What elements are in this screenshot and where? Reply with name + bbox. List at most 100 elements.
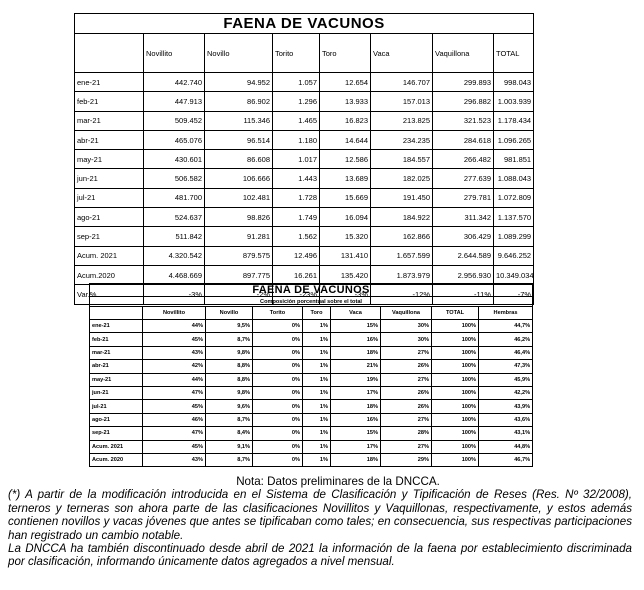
data-row: Acum. 2021 45% 9,1% 0% 1% 17% 27% 100% 44,8% — [89, 439, 534, 454]
data-row: ene-21 44% 9,5% 0% 1% 15% 30% 100% 44,7% — [89, 318, 534, 334]
cell: 43% — [142, 345, 206, 361]
cell: 43,9% — [477, 399, 534, 414]
cell: 277.639 — [432, 168, 494, 189]
cell: 13.933 — [319, 91, 371, 112]
cell: 1% — [302, 412, 331, 428]
cell: 8,7% — [205, 412, 253, 428]
row-label: Acum. 2021 — [74, 245, 144, 266]
header-cell: Novillito — [142, 306, 206, 320]
row-label: feb-21 — [74, 91, 144, 112]
cell: 46,2% — [477, 332, 534, 347]
cell: 9,5% — [205, 318, 253, 334]
cell: 182.025 — [370, 168, 433, 189]
cell: 430.601 — [143, 149, 205, 170]
cell: 10.349.034 — [492, 264, 535, 286]
cell: 115.346 — [204, 110, 273, 131]
cell: 1.180 — [272, 129, 320, 151]
data-row: ene-21 442.740 94.952 1.057 12.654 146.707 299… — [74, 71, 535, 93]
cell: 9.646.252 — [492, 245, 535, 266]
row-label: jul-21 — [89, 399, 143, 414]
cell: 43% — [142, 452, 206, 468]
row-label: mar-21 — [89, 345, 143, 361]
header-cell: Hembras — [477, 306, 534, 320]
cell: 86.902 — [204, 91, 273, 112]
cell: 27% — [380, 412, 432, 428]
cell: 1.178.434 — [492, 110, 535, 131]
cell: 234.235 — [370, 129, 433, 151]
cell: 506.582 — [143, 168, 205, 189]
cell: 100% — [431, 345, 479, 361]
cell: 45% — [142, 332, 206, 347]
cell: 18% — [330, 345, 381, 361]
cell: 284.618 — [432, 129, 494, 151]
cell: 100% — [431, 439, 479, 454]
cell: 2.956.930 — [432, 264, 494, 286]
cell: 94.952 — [204, 71, 273, 93]
cell: 44% — [142, 372, 206, 387]
cell: 26% — [380, 385, 432, 401]
cell: 1% — [302, 318, 331, 334]
cell: 17% — [330, 439, 381, 454]
table-body: FAENA DE VACUNOS Novillito Novillo Torito To… — [73, 13, 535, 305]
cell: 8,8% — [205, 372, 253, 387]
cell: 14.644 — [319, 129, 371, 151]
cell: 8,8% — [205, 359, 253, 374]
cell: 1.443 — [272, 168, 320, 189]
cell: 15.320 — [319, 226, 371, 247]
cell: 46,4% — [477, 345, 534, 361]
cell: 29% — [380, 452, 432, 468]
cell: 86.608 — [204, 149, 273, 170]
cell: 524.637 — [143, 207, 205, 228]
cell: 16% — [330, 332, 381, 347]
row-label: jun-21 — [74, 168, 144, 189]
cell: 1.562 — [272, 226, 320, 247]
cell: 1.749 — [272, 207, 320, 228]
row-label: jul-21 — [74, 187, 144, 209]
cell: 9,8% — [205, 345, 253, 361]
cell: 16% — [330, 412, 381, 428]
cell: 1.088.043 — [492, 168, 535, 189]
cell: 43,6% — [477, 412, 534, 428]
cell: 0% — [252, 452, 303, 468]
cell: 100% — [431, 359, 479, 374]
cell: 26% — [380, 399, 432, 414]
cell: 44% — [142, 318, 206, 334]
header-cell: Novillo — [204, 33, 273, 73]
cell: 1.003.939 — [492, 91, 535, 112]
cell: 0% — [252, 332, 303, 347]
cell: 27% — [380, 345, 432, 361]
cell: 27% — [380, 372, 432, 387]
cell: 184.922 — [370, 207, 433, 228]
cell: 17% — [330, 385, 381, 401]
cell: 15.669 — [319, 187, 371, 209]
data-row: feb-21 45% 8,7% 0% 1% 16% 30% 100% 46,2% — [89, 332, 534, 347]
cell: 481.700 — [143, 187, 205, 209]
cell: 266.482 — [432, 149, 494, 170]
cell: 44,8% — [477, 439, 534, 454]
cell: 1.465 — [272, 110, 320, 131]
cell: 1.728 — [272, 187, 320, 209]
cell: 9,1% — [205, 439, 253, 454]
cell: 1% — [302, 399, 331, 414]
cell: 8,7% — [205, 452, 253, 468]
cell: 45% — [142, 399, 206, 414]
data-row: may-21 44% 8,8% 0% 1% 19% 27% 100% 45,9% — [89, 372, 534, 387]
data-row: jul-21 45% 9,6% 0% 1% 18% 26% 100% 43,9% — [89, 399, 534, 414]
data-row: Acum. 2020 43% 8,7% 0% 1% 18% 29% 100% 46,7% — [89, 452, 534, 468]
cell: 30% — [380, 318, 432, 334]
cell: 191.450 — [370, 187, 433, 209]
cell: 2.644.589 — [432, 245, 494, 266]
cell: 1.089.299 — [492, 226, 535, 247]
cell: 8,4% — [205, 426, 253, 441]
row-label: may-21 — [74, 149, 144, 170]
cell: 102.481 — [204, 187, 273, 209]
row-label: feb-21 — [89, 332, 143, 347]
cell: 46% — [142, 412, 206, 428]
cell: 1.137.570 — [492, 207, 535, 228]
header-cell: Toro — [302, 306, 331, 320]
header-cell: Toro — [319, 33, 371, 73]
cell: 16.094 — [319, 207, 371, 228]
cell: 47,3% — [477, 359, 534, 374]
header-cell: TOTAL — [492, 33, 535, 73]
row-label: mar-21 — [74, 110, 144, 131]
